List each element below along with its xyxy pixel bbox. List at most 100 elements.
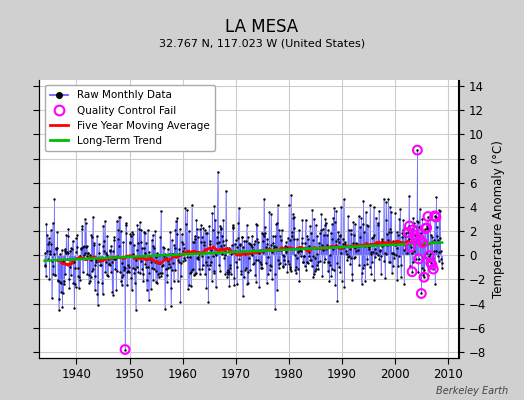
Point (151, 228, 159, 234)
Point (330, 205, 339, 211)
Point (223, 269, 231, 275)
Point (128, 251, 137, 258)
Point (397, 274, 405, 280)
Point (414, 269, 422, 275)
Point (383, 231, 391, 238)
Point (124, 262, 132, 268)
Point (408, 250, 416, 256)
Point (313, 233, 321, 239)
Point (358, 270, 366, 276)
Point (175, 246, 183, 252)
Point (349, 219, 357, 225)
Point (316, 245, 325, 251)
Point (379, 196, 388, 202)
Legend: Raw Monthly Data, Quality Control Fail, Five Year Moving Average, Long-Term Tren: Raw Monthly Data, Quality Control Fail, … (45, 85, 215, 151)
Point (219, 238, 227, 244)
Point (311, 222, 320, 228)
Point (403, 250, 411, 256)
Point (312, 266, 320, 272)
Point (311, 267, 319, 274)
Point (255, 258, 264, 265)
Point (343, 257, 351, 263)
Point (336, 232, 344, 238)
Point (404, 229, 412, 236)
Point (367, 271, 376, 277)
Point (342, 248, 351, 254)
Point (56, 251, 64, 257)
Point (56, 279, 64, 285)
Point (258, 265, 266, 271)
Point (350, 232, 358, 238)
Point (68, 259, 76, 265)
Point (52, 245, 60, 251)
Point (147, 286, 155, 292)
Text: LA MESA: LA MESA (225, 18, 299, 36)
Point (139, 278, 147, 284)
Point (72, 248, 81, 255)
Point (277, 227, 286, 234)
Point (223, 274, 232, 280)
Point (369, 204, 378, 210)
Point (58, 304, 67, 310)
Point (394, 263, 402, 270)
Point (298, 234, 306, 241)
Point (384, 237, 392, 243)
Point (300, 263, 309, 269)
Point (277, 247, 286, 253)
Point (346, 227, 355, 233)
Point (92, 259, 100, 265)
Point (352, 240, 361, 247)
Point (158, 262, 167, 269)
Point (419, 272, 427, 278)
Point (359, 198, 368, 204)
Point (283, 244, 291, 250)
Text: Berkeley Earth: Berkeley Earth (436, 386, 508, 396)
Point (427, 260, 435, 266)
Point (375, 208, 383, 214)
Point (142, 264, 150, 270)
Point (418, 265, 426, 272)
Point (58, 246, 66, 253)
Point (386, 203, 394, 210)
Point (396, 240, 405, 246)
Point (279, 252, 287, 259)
Point (82, 220, 90, 226)
Point (323, 259, 332, 265)
Point (167, 237, 176, 243)
Point (433, 237, 442, 243)
Point (76, 277, 84, 284)
Point (76, 252, 84, 259)
Point (420, 274, 428, 280)
Point (431, 248, 440, 254)
Point (148, 232, 157, 238)
Point (410, 232, 419, 238)
Point (436, 208, 444, 214)
Point (222, 236, 231, 243)
Point (269, 233, 277, 239)
Point (380, 258, 388, 264)
Point (93, 233, 101, 239)
Point (67, 272, 75, 278)
Point (272, 220, 280, 227)
Point (337, 245, 346, 251)
Point (170, 278, 178, 284)
Point (403, 239, 412, 245)
Point (348, 270, 356, 277)
Point (389, 237, 398, 244)
Point (291, 264, 300, 270)
Point (326, 262, 334, 268)
Point (288, 228, 296, 235)
Point (293, 255, 301, 262)
Point (190, 239, 198, 246)
Point (245, 240, 253, 247)
Point (114, 227, 123, 233)
Point (126, 231, 135, 238)
Point (213, 168, 222, 175)
Point (170, 244, 179, 251)
Point (362, 222, 370, 228)
Point (57, 259, 65, 266)
Point (138, 266, 146, 272)
Point (212, 234, 221, 240)
Point (141, 250, 149, 256)
Point (132, 306, 140, 313)
